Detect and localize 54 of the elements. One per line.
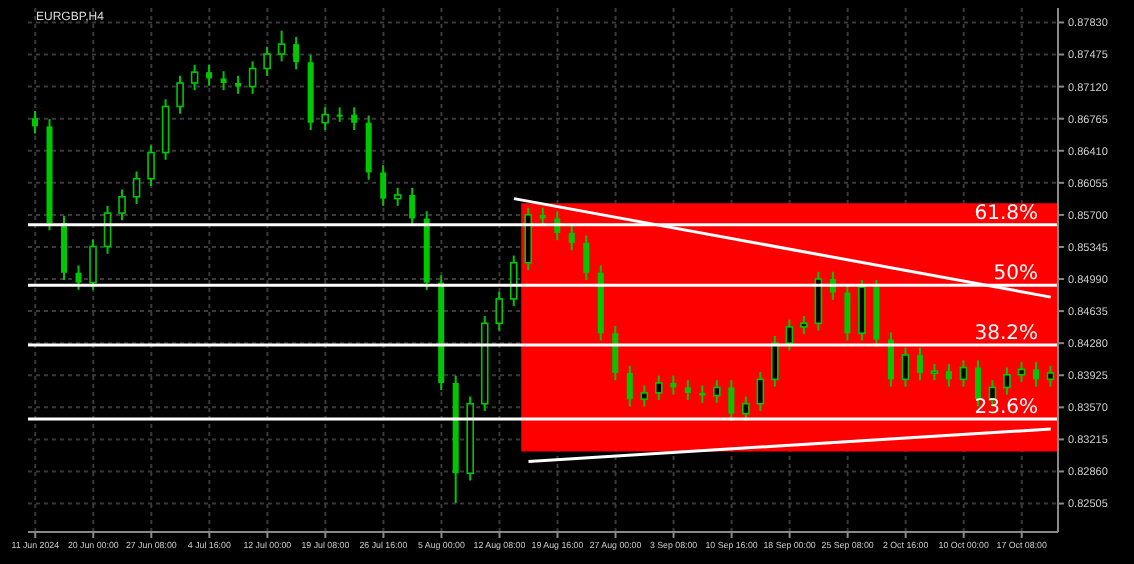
candlestick [293,35,300,71]
candlestick [742,395,750,422]
candlestick [380,164,387,207]
candlestick [32,109,38,135]
candlestick [844,284,851,342]
candlestick [132,170,141,206]
candlestick [901,346,910,388]
candlestick [495,290,504,332]
candlestick [640,384,649,408]
candlestick [959,359,968,388]
candlestick [409,186,416,227]
candlestick [655,374,663,402]
candlestick [248,60,257,95]
candlestick [147,144,155,187]
candlestick [539,206,546,227]
candlestick [1032,361,1039,388]
candlestick [524,206,533,271]
candlestick [321,106,329,131]
candlestick [583,234,590,281]
candlestick [176,74,184,115]
candlestick [1003,366,1011,396]
candlestick [263,45,271,77]
candlestick [945,362,952,388]
candlestick [277,29,286,63]
candlestick [684,379,691,402]
candlestick [89,238,97,291]
candlestick [568,224,575,252]
candlestick [626,364,633,408]
candlestick [190,63,199,92]
candlestick [206,63,213,87]
candlestick [509,254,518,308]
candlestick [75,264,82,291]
candlestick [336,106,343,123]
candlestick [393,186,402,207]
annotation: 50% [993,263,1038,286]
annotation: 61.8% [974,202,1038,225]
candlestick [118,188,126,222]
candlestick [916,346,923,382]
candlestick [235,74,242,95]
candlestick [351,106,358,131]
candlestick [220,70,227,92]
candlestick [713,379,721,404]
candlestick [612,325,619,382]
annotation: 23.6% [974,397,1038,420]
candlestick [756,371,765,412]
candlestick [1046,364,1055,388]
annotation: 38.2% [974,322,1038,345]
candlestick [771,334,779,388]
candlestick [887,331,894,388]
candlestick [1017,361,1026,384]
candlestick [800,315,808,336]
candlestick [728,379,735,422]
candlestick [858,278,866,342]
candlestick [161,98,170,161]
